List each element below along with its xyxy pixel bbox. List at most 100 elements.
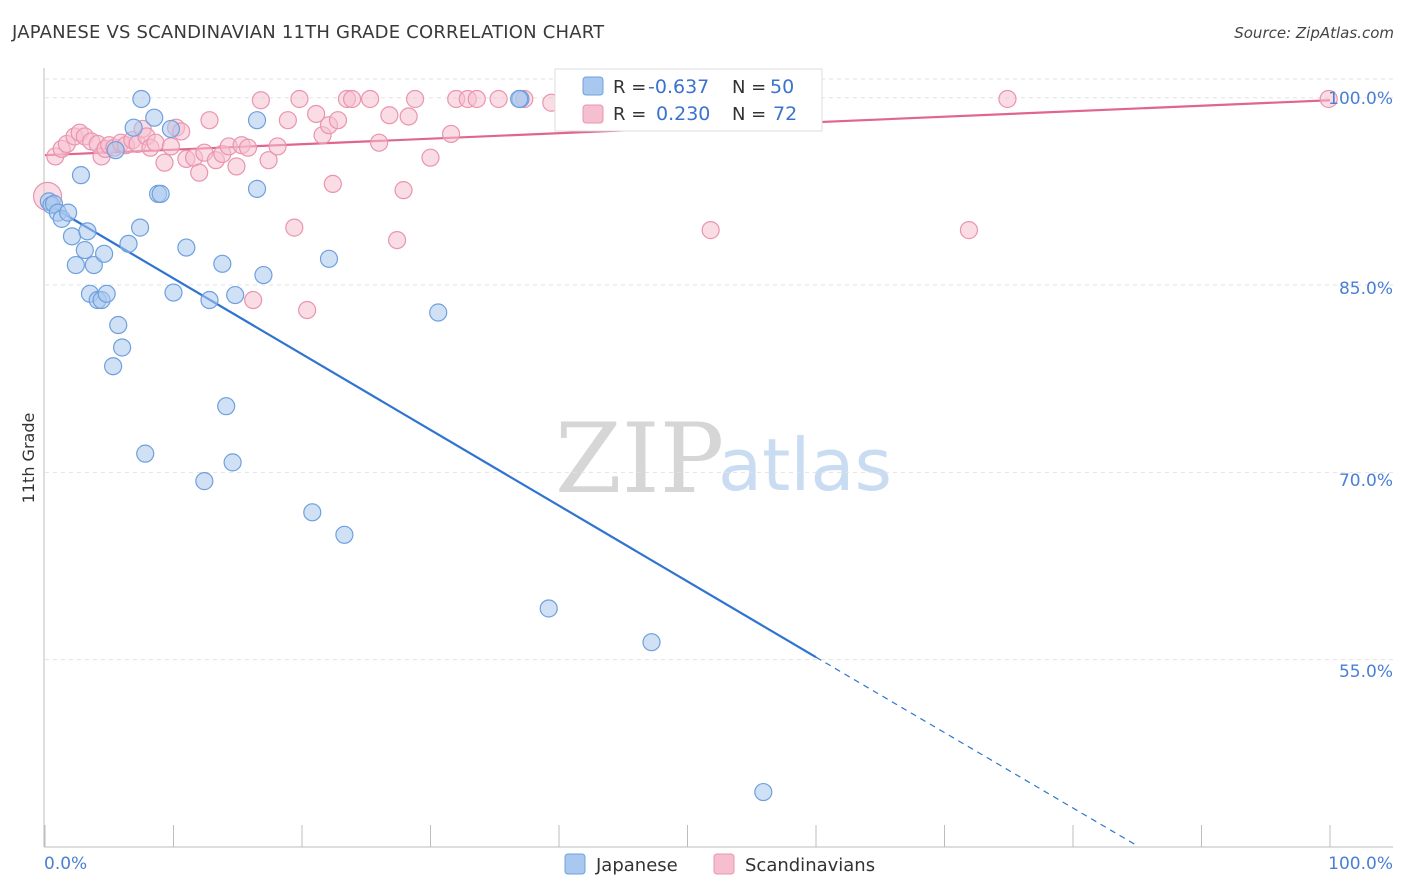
series-legend-label-scandinavian: Scandinavians — [745, 855, 875, 876]
point-japanese-7 — [66, 255, 85, 275]
legend-swatch-japanese — [582, 76, 604, 96]
point-scandinavian-40 — [278, 111, 297, 130]
point-scandinavian-44 — [307, 104, 326, 124]
point-scandinavian-68 — [701, 221, 720, 240]
point-japanese-22 — [124, 118, 143, 137]
point-japanese-47 — [642, 633, 661, 652]
point-japanese-40 — [254, 265, 273, 285]
point-japanese-26 — [145, 108, 164, 127]
point-japanese-33 — [200, 290, 219, 310]
point-japanese-46 — [539, 599, 558, 618]
point-scandinavian-43 — [298, 300, 317, 320]
point-japanese-48 — [754, 782, 773, 802]
chart-source: Source: ZipAtlas.com — [1234, 24, 1394, 42]
point-japanese-35 — [217, 397, 236, 416]
point-japanese-18 — [106, 141, 125, 160]
point-japanese-20 — [112, 338, 132, 357]
point-japanese-41 — [303, 503, 322, 522]
point-scandinavian-20 — [146, 133, 165, 152]
point-scandinavian-70 — [998, 89, 1017, 109]
point-japanese-6 — [62, 227, 82, 246]
point-scandinavian-36 — [244, 290, 263, 310]
trend-line-japanese-extension — [815, 656, 1138, 847]
stats-legend: R = -0.637 N = 50 R = 0.230 N = 72 — [554, 68, 823, 132]
legend-swatch-scandinavian — [582, 104, 604, 124]
watermark-atlas: atlas — [718, 423, 892, 507]
point-scandinavian-51 — [361, 89, 380, 109]
legend-r-value-japanese: -0.637 — [648, 76, 709, 98]
point-japanese-34 — [213, 254, 232, 273]
point-japanese-8 — [71, 166, 91, 185]
point-japanese-30 — [164, 283, 183, 302]
point-scandinavian-58 — [421, 148, 440, 167]
grid — [45, 78, 1393, 661]
point-japanese-19 — [109, 315, 128, 335]
point-scandinavian-62 — [467, 89, 486, 109]
legend-n-value-japanese: 50 — [770, 76, 794, 98]
point-japanese-38 — [247, 179, 267, 198]
legend-r-label-scandinavian: R = — [613, 104, 646, 125]
y-tick-label-55: 55.0% — [1339, 662, 1393, 682]
legend-r-value-scandinavian: 0.230 — [656, 103, 710, 125]
point-scandinavian-33 — [227, 157, 246, 176]
point-japanese-49 — [510, 89, 529, 109]
point-scandinavian-27 — [190, 163, 209, 182]
series-legend-swatch-japanese — [564, 853, 586, 875]
point-scandinavian-35 — [238, 138, 258, 157]
point-japanese-42 — [319, 249, 339, 268]
point-scandinavian-71 — [1319, 89, 1338, 109]
point-japanese-44 — [429, 303, 448, 322]
legend-n-value-scandinavian: 72 — [773, 103, 797, 125]
point-japanese-5 — [59, 203, 78, 222]
point-scandinavian-52 — [370, 133, 389, 152]
point-japanese-25 — [136, 444, 155, 463]
point-scandinavian-42 — [290, 89, 309, 109]
legend-n-label-scandinavian: N = — [732, 104, 766, 125]
y-tick-label-100: 100.0% — [1328, 89, 1393, 109]
point-japanese-32 — [195, 472, 214, 491]
point-scandinavian-38 — [259, 151, 278, 170]
series-legend-swatch-scandinavian — [713, 853, 735, 875]
point-scandinavian-54 — [387, 230, 407, 250]
y-axis-label: 11th Grade — [19, 413, 38, 504]
point-scandinavian-29 — [200, 111, 219, 130]
point-scandinavian-37 — [251, 91, 270, 110]
point-scandinavian-59 — [441, 124, 461, 144]
point-japanese-21 — [119, 234, 138, 253]
point-scandinavian-56 — [399, 107, 418, 126]
point-scandinavian-69 — [959, 221, 979, 240]
point-scandinavian-39 — [268, 137, 287, 156]
point-japanese-17 — [104, 357, 123, 376]
point-japanese-16 — [97, 284, 116, 303]
y-tick-label-70: 70.0% — [1339, 471, 1393, 491]
trend-line-japanese — [44, 201, 817, 659]
point-japanese-12 — [84, 255, 103, 275]
point-japanese-15 — [95, 244, 114, 263]
point-scandinavian-48 — [328, 111, 348, 130]
point-scandinavian-63 — [489, 89, 508, 109]
x-tick-label-max: 100.0% — [1328, 854, 1393, 874]
point-scandinavian-50 — [343, 89, 362, 109]
point-japanese-10 — [78, 222, 97, 241]
point-japanese-39 — [247, 111, 267, 130]
point-scandinavian-47 — [323, 174, 342, 193]
series-legend: Japanese Scandinavians — [564, 853, 875, 876]
series-legend-label-japanese: Japanese — [595, 855, 678, 876]
data-points — [32, 89, 1338, 802]
point-scandinavian-41 — [285, 218, 304, 237]
point-japanese-9 — [75, 240, 94, 260]
chart-title: JAPANESE VS SCANDINAVIAN 11TH GRADE CORR… — [12, 22, 605, 43]
watermark-zip: ZIP — [555, 403, 724, 515]
point-japanese-28 — [151, 184, 170, 203]
point-japanese-31 — [177, 238, 196, 257]
point-japanese-36 — [223, 453, 242, 472]
point-japanese-43 — [335, 525, 354, 544]
point-scandinavian-22 — [161, 137, 181, 156]
point-scandinavian-53 — [380, 106, 399, 125]
point-scandinavian-21 — [155, 153, 174, 172]
point-japanese-37 — [226, 285, 245, 305]
point-japanese-23 — [130, 218, 150, 237]
point-scandinavian-57 — [405, 89, 425, 109]
legend-r-label-japanese: R = — [613, 77, 646, 98]
